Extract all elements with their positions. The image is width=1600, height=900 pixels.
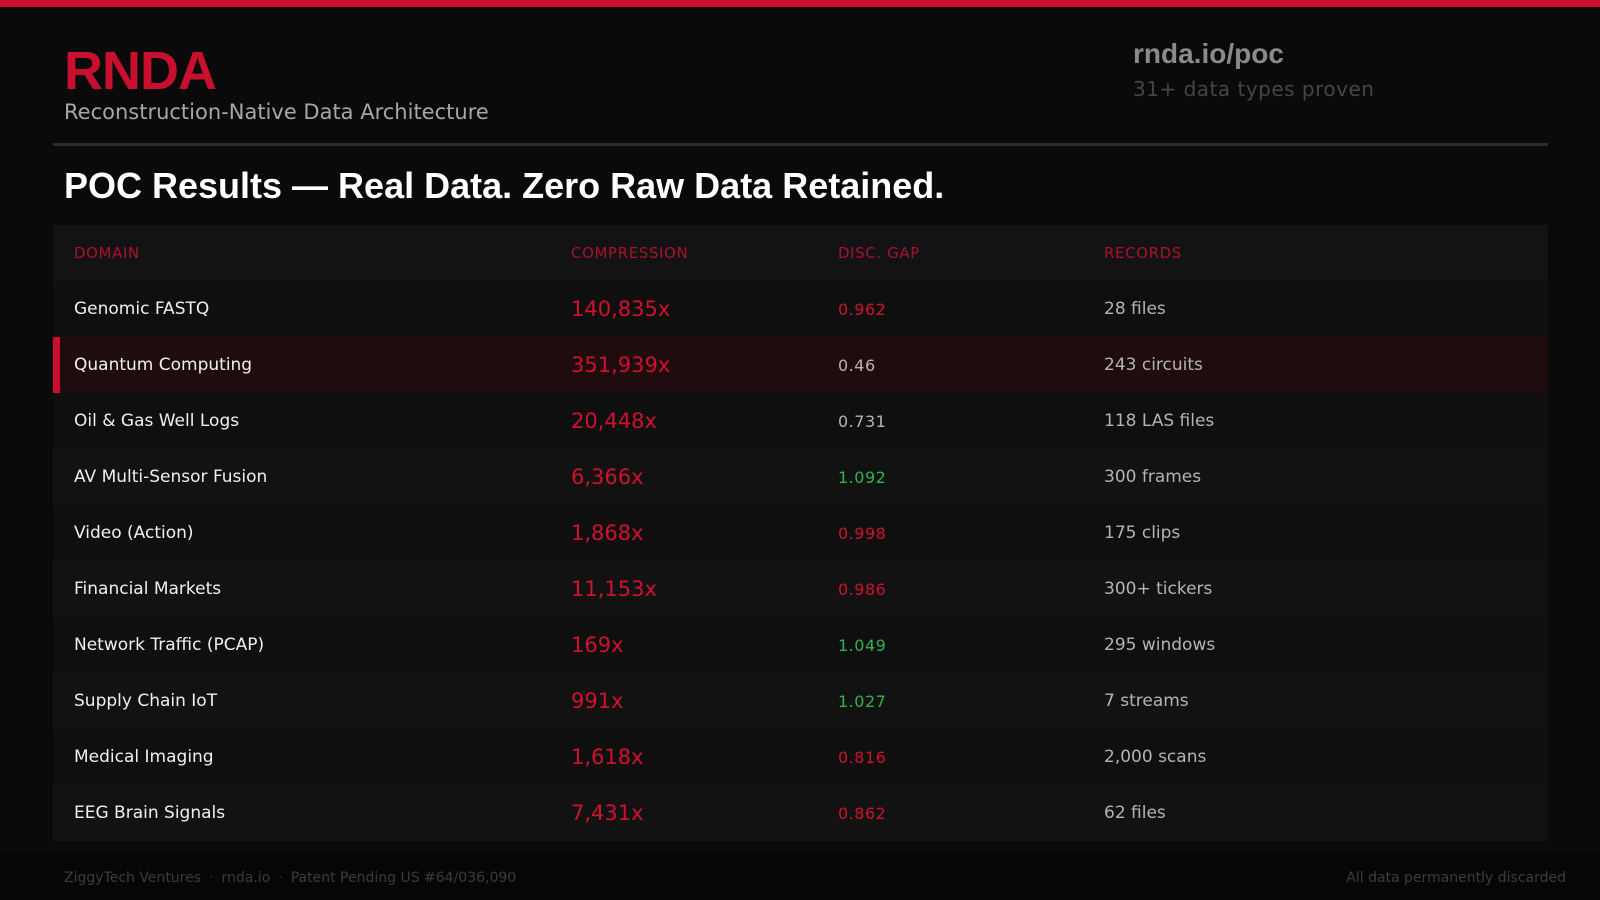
disc-gap-cell: 0.986 xyxy=(838,579,887,599)
results-table: DOMAIN COMPRESSION DISC. GAP RECORDS Gen… xyxy=(53,225,1548,841)
compression-cell: 991x xyxy=(571,689,624,713)
footer-separator: · xyxy=(209,870,214,886)
table-row[interactable]: Oil & Gas Well Logs 20,448x 0.731 118 LAS f… xyxy=(53,393,1548,449)
disc-gap-cell: 1.049 xyxy=(838,635,887,655)
disc-gap-cell: 0.862 xyxy=(838,803,887,823)
records-cell: 295 windows xyxy=(1104,635,1216,655)
disc-gap-cell: 0.731 xyxy=(838,411,887,431)
table-row[interactable]: AV Multi-Sensor Fusion 6,366x 1.092 300 fra… xyxy=(53,449,1548,505)
footer-company: ZiggyTech Ventures xyxy=(64,870,202,886)
compression-cell: 1,618x xyxy=(571,745,644,769)
table-row[interactable]: Medical Imaging 1,618x 0.816 2,000 scans xyxy=(53,729,1548,785)
domain-cell: Medical Imaging xyxy=(74,747,214,767)
records-cell: 175 clips xyxy=(1104,523,1181,543)
table-row[interactable]: Video (Action) 1,868x 0.998 175 clips xyxy=(53,505,1548,561)
records-cell: 7 streams xyxy=(1104,691,1189,711)
column-header-records[interactable]: RECORDS xyxy=(1104,244,1182,262)
records-cell: 62 files xyxy=(1104,803,1166,823)
records-cell: 118 LAS files xyxy=(1104,411,1215,431)
disc-gap-cell: 0.816 xyxy=(838,747,887,767)
domain-cell: EEG Brain Signals xyxy=(74,803,226,823)
compression-cell: 7,431x xyxy=(571,801,644,825)
column-header-disc-gap[interactable]: DISC. GAP xyxy=(838,244,920,262)
footer-left: ZiggyTech Ventures · rnda.io · Patent Pendin… xyxy=(64,870,516,886)
domain-cell: Oil & Gas Well Logs xyxy=(74,411,240,431)
domain-cell: Financial Markets xyxy=(74,579,222,599)
table-header: DOMAIN COMPRESSION DISC. GAP RECORDS xyxy=(53,225,1548,281)
table-row[interactable]: EEG Brain Signals 7,431x 0.862 62 files xyxy=(53,785,1548,841)
compression-cell: 20,448x xyxy=(571,409,657,433)
top-accent-bar xyxy=(0,0,1600,7)
disc-gap-cell: 1.092 xyxy=(838,467,887,487)
brand-logo: RNDA xyxy=(64,41,217,101)
records-cell: 300 frames xyxy=(1104,467,1202,487)
table-row[interactable]: Supply Chain IoT 991x 1.027 7 streams xyxy=(53,673,1548,729)
site-tagline: 31+ data types proven xyxy=(1133,77,1375,101)
domain-cell: Network Traffic (PCAP) xyxy=(74,635,265,655)
compression-cell: 6,366x xyxy=(571,465,644,489)
compression-cell: 140,835x xyxy=(571,297,671,321)
records-cell: 243 circuits xyxy=(1104,355,1203,375)
header-divider xyxy=(53,143,1548,146)
compression-cell: 11,153x xyxy=(571,577,657,601)
compression-cell: 169x xyxy=(571,633,624,657)
brand-subtitle: Reconstruction-Native Data Architecture xyxy=(64,100,489,124)
footer-site-link[interactable]: rnda.io xyxy=(221,870,271,886)
column-header-compression[interactable]: COMPRESSION xyxy=(571,244,689,262)
site-link[interactable]: rnda.io/poc xyxy=(1133,38,1284,69)
domain-cell: Supply Chain IoT xyxy=(74,691,218,711)
domain-cell: Quantum Computing xyxy=(74,355,253,375)
column-header-domain[interactable]: DOMAIN xyxy=(74,244,140,262)
table-row[interactable]: Financial Markets 11,153x 0.986 300+ ticker… xyxy=(53,561,1548,617)
table-row[interactable]: Network Traffic (PCAP) 169x 1.049 295 windo… xyxy=(53,617,1548,673)
records-cell: 2,000 scans xyxy=(1104,747,1207,767)
footer-patent: Patent Pending US #64/036,090 xyxy=(290,870,517,886)
table-body: Genomic FASTQ 140,835x 0.962 28 files Quantu… xyxy=(53,281,1548,841)
table-row[interactable]: Quantum Computing 351,939x 0.46 243 circuit… xyxy=(53,337,1548,393)
table-row[interactable]: Genomic FASTQ 140,835x 0.962 28 files xyxy=(53,281,1548,337)
domain-cell: Genomic FASTQ xyxy=(74,299,210,319)
domain-cell: AV Multi-Sensor Fusion xyxy=(74,467,268,487)
footer-bar xyxy=(0,853,1600,900)
disc-gap-cell: 1.027 xyxy=(838,691,887,711)
disc-gap-cell: 0.46 xyxy=(838,355,876,375)
records-cell: 300+ tickers xyxy=(1104,579,1213,599)
page-title: POC Results — Real Data. Zero Raw Data R… xyxy=(64,165,945,206)
footer-disclaimer: All data permanently discarded xyxy=(1346,870,1566,886)
compression-cell: 351,939x xyxy=(571,353,671,377)
footer-separator: · xyxy=(278,870,283,886)
domain-cell: Video (Action) xyxy=(74,523,194,543)
disc-gap-cell: 0.962 xyxy=(838,299,887,319)
disc-gap-cell: 0.998 xyxy=(838,523,887,543)
records-cell: 28 files xyxy=(1104,299,1166,319)
compression-cell: 1,868x xyxy=(571,521,644,545)
